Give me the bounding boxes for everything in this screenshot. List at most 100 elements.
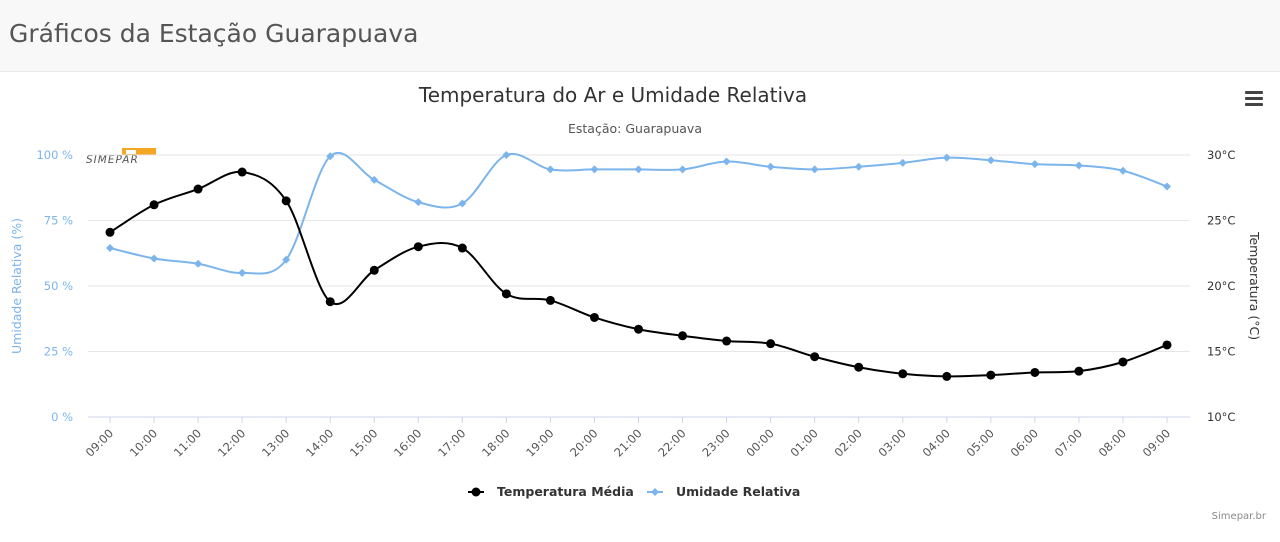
temperature-point xyxy=(986,370,996,380)
humidity-point xyxy=(590,165,599,174)
x-tick-label: 16:00 xyxy=(391,426,424,459)
menu-icon[interactable] xyxy=(1240,86,1268,112)
temperature-point xyxy=(678,331,688,341)
temperature-point xyxy=(413,242,423,252)
x-tick-label: 21:00 xyxy=(611,426,644,459)
legend-item-temperature[interactable]: Temperatura Média xyxy=(468,484,634,499)
humidity-point xyxy=(1163,182,1171,191)
x-tick-label: 17:00 xyxy=(435,426,468,459)
x-tick-label: 14:00 xyxy=(303,426,336,459)
simepar-logo: SIMEPAR xyxy=(86,148,156,166)
y-left-tick-label: 0 % xyxy=(51,410,73,424)
y-right-tick-label: 15°C xyxy=(1207,345,1235,359)
temperature-point xyxy=(545,295,555,305)
temperature-point xyxy=(1162,340,1172,350)
x-tick-label: 15:00 xyxy=(347,426,380,459)
legend-marker xyxy=(471,487,481,497)
y-right-tick-label: 30°C xyxy=(1207,148,1235,162)
y-left-tick-label: 100 % xyxy=(36,148,73,162)
humidity-point xyxy=(678,165,687,174)
humidity-point xyxy=(1030,160,1039,169)
humidity-point xyxy=(854,162,863,171)
x-tick-label: 18:00 xyxy=(479,426,512,459)
x-tick-label: 05:00 xyxy=(964,426,997,459)
humidity-point xyxy=(634,165,643,174)
legend-marker xyxy=(651,488,659,496)
temperature-point xyxy=(766,339,776,349)
temperature-point xyxy=(193,184,203,194)
legend-label: Temperatura Média xyxy=(497,484,634,499)
temperature-point xyxy=(325,297,335,307)
y-right-axis-title: Temperatura (°C) xyxy=(1247,231,1262,340)
temperature-point xyxy=(942,371,952,381)
temperature-point xyxy=(854,362,864,372)
humidity-point xyxy=(502,151,511,159)
temperature-point xyxy=(1074,366,1084,376)
x-tick-label: 11:00 xyxy=(171,426,204,459)
x-tick-label: 00:00 xyxy=(743,426,776,459)
x-tick-label: 07:00 xyxy=(1052,426,1085,459)
x-tick-label: 09:00 xyxy=(1140,426,1173,459)
legend-label: Umidade Relativa xyxy=(676,484,800,499)
temperature-point xyxy=(1118,357,1128,367)
legend-item-humidity[interactable]: Umidade Relativa xyxy=(647,484,800,499)
humidity-point xyxy=(370,175,379,184)
temperature-point xyxy=(1030,367,1040,377)
chart-title: Temperatura do Ar e Umidade Relativa xyxy=(418,83,807,107)
svg-text:SIMEPAR: SIMEPAR xyxy=(86,154,139,166)
x-tick-label: 12:00 xyxy=(215,426,248,459)
humidity-point xyxy=(326,152,335,161)
chart: Temperatura do Ar e Umidade Relativa Est… xyxy=(9,83,1262,499)
humidity-point xyxy=(1118,166,1127,175)
humidity-point xyxy=(810,165,819,174)
humidity-point xyxy=(238,268,247,277)
x-tick-label: 23:00 xyxy=(699,426,732,459)
humidity-point xyxy=(986,156,995,165)
x-tick-label: 01:00 xyxy=(787,426,820,459)
y-left-tick-label: 25 % xyxy=(44,345,73,359)
y-left-tick-label: 50 % xyxy=(44,279,73,293)
credits-link[interactable]: Simepar.br xyxy=(1211,511,1266,522)
temperature-point xyxy=(369,265,379,275)
temperature-point xyxy=(149,200,159,210)
x-tick-label: 10:00 xyxy=(127,426,160,459)
temperature-point xyxy=(589,312,599,322)
temperature-point xyxy=(237,167,247,177)
x-tick-label: 09:00 xyxy=(83,426,116,459)
humidity-point xyxy=(766,162,775,171)
temperature-series-line xyxy=(109,170,1168,378)
x-tick-label: 02:00 xyxy=(831,426,864,459)
x-tick-label: 08:00 xyxy=(1096,426,1129,459)
y-right-tick-label: 10°C xyxy=(1207,410,1235,424)
temperature-point xyxy=(634,324,643,334)
humidity-point xyxy=(414,198,423,207)
x-tick-label: 03:00 xyxy=(876,426,909,459)
y-right-tick-label: 20°C xyxy=(1207,279,1235,293)
humidity-point xyxy=(458,199,467,208)
x-tick-label: 06:00 xyxy=(1008,426,1041,459)
x-tick-label: 04:00 xyxy=(920,426,953,459)
temperature-point xyxy=(722,336,732,346)
x-tick-label: 20:00 xyxy=(567,426,600,459)
humidity-point xyxy=(106,244,114,253)
humidity-point xyxy=(722,157,731,166)
y-left-tick-label: 75 % xyxy=(44,214,73,228)
y-right-tick-label: 25°C xyxy=(1207,214,1235,228)
temperature-point xyxy=(501,289,511,299)
temperature-point xyxy=(281,196,291,206)
page-title: Gráficos da Estação Guarapuava xyxy=(9,19,419,48)
y-left-axis-title: Umidade Relativa (%) xyxy=(9,218,24,354)
legend: Temperatura Média Umidade Relativa xyxy=(468,484,800,499)
temperature-point xyxy=(898,369,908,379)
chart-subtitle: Estação: Guarapuava xyxy=(568,121,702,136)
x-tick-label: 13:00 xyxy=(259,426,292,459)
humidity-point xyxy=(546,165,555,174)
temperature-point xyxy=(457,243,467,253)
humidity-point xyxy=(1074,161,1083,170)
humidity-point xyxy=(150,254,159,263)
temperature-point xyxy=(105,227,115,237)
page-header: Gráficos da Estação Guarapuava xyxy=(0,0,1280,72)
humidity-point xyxy=(942,153,951,162)
humidity-point xyxy=(194,259,203,268)
x-tick-label: 22:00 xyxy=(655,426,688,459)
